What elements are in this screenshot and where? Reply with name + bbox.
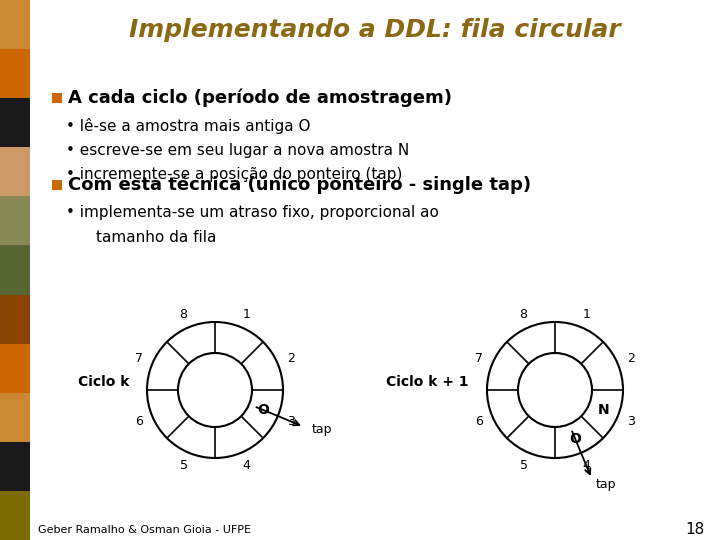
Circle shape xyxy=(178,353,252,427)
Text: • implementa-se um atraso fixo, proporcional ao: • implementa-se um atraso fixo, proporci… xyxy=(66,206,439,220)
Circle shape xyxy=(487,322,623,458)
Bar xyxy=(0,98,30,147)
Text: Geber Ramalho & Osman Gioia - UFPE: Geber Ramalho & Osman Gioia - UFPE xyxy=(38,525,251,535)
Text: Com esta técnica (único ponteiro - single tap): Com esta técnica (único ponteiro - singl… xyxy=(68,176,531,194)
Text: 3: 3 xyxy=(627,415,635,428)
Bar xyxy=(0,197,30,246)
Text: • escreve-se em seu lugar a nova amostra N: • escreve-se em seu lugar a nova amostra… xyxy=(66,143,409,158)
Text: 18: 18 xyxy=(685,523,705,537)
Text: • lê-se a amostra mais antiga O: • lê-se a amostra mais antiga O xyxy=(66,118,310,134)
Text: 8: 8 xyxy=(179,308,188,321)
Text: 5: 5 xyxy=(520,459,528,472)
Text: 1: 1 xyxy=(582,308,590,321)
Text: 8: 8 xyxy=(520,308,528,321)
Text: • incremente-se a posição do ponteiro (tap): • incremente-se a posição do ponteiro (t… xyxy=(66,166,402,181)
Bar xyxy=(0,0,30,49)
Text: 4: 4 xyxy=(243,459,251,472)
Bar xyxy=(0,393,30,442)
Bar xyxy=(0,246,30,294)
Bar xyxy=(0,49,30,98)
Circle shape xyxy=(147,322,283,458)
Text: Ciclo k: Ciclo k xyxy=(78,375,129,389)
Text: 4: 4 xyxy=(582,459,590,472)
Bar xyxy=(0,147,30,197)
Text: 1: 1 xyxy=(243,308,251,321)
Bar xyxy=(0,294,30,343)
Text: O: O xyxy=(569,431,581,446)
Text: 6: 6 xyxy=(135,415,143,428)
Bar xyxy=(52,93,62,103)
Text: 6: 6 xyxy=(475,415,483,428)
Bar xyxy=(52,180,62,190)
Text: tap: tap xyxy=(596,478,616,491)
Text: 3: 3 xyxy=(287,415,294,428)
Text: O: O xyxy=(258,403,269,417)
Text: N: N xyxy=(598,403,609,417)
Circle shape xyxy=(518,353,592,427)
Text: 7: 7 xyxy=(135,352,143,365)
Text: 5: 5 xyxy=(179,459,188,472)
Text: Implementando a DDL: fila circular: Implementando a DDL: fila circular xyxy=(129,18,621,42)
Text: tamanho da fila: tamanho da fila xyxy=(96,230,217,245)
Text: 2: 2 xyxy=(287,352,294,365)
Text: Ciclo k + 1: Ciclo k + 1 xyxy=(387,375,469,389)
Text: tap: tap xyxy=(311,422,332,436)
Bar xyxy=(0,491,30,540)
Bar xyxy=(0,343,30,393)
Text: 2: 2 xyxy=(627,352,635,365)
Text: 7: 7 xyxy=(475,352,483,365)
Text: A cada ciclo (período de amostragem): A cada ciclo (período de amostragem) xyxy=(68,89,452,107)
Bar xyxy=(0,442,30,491)
